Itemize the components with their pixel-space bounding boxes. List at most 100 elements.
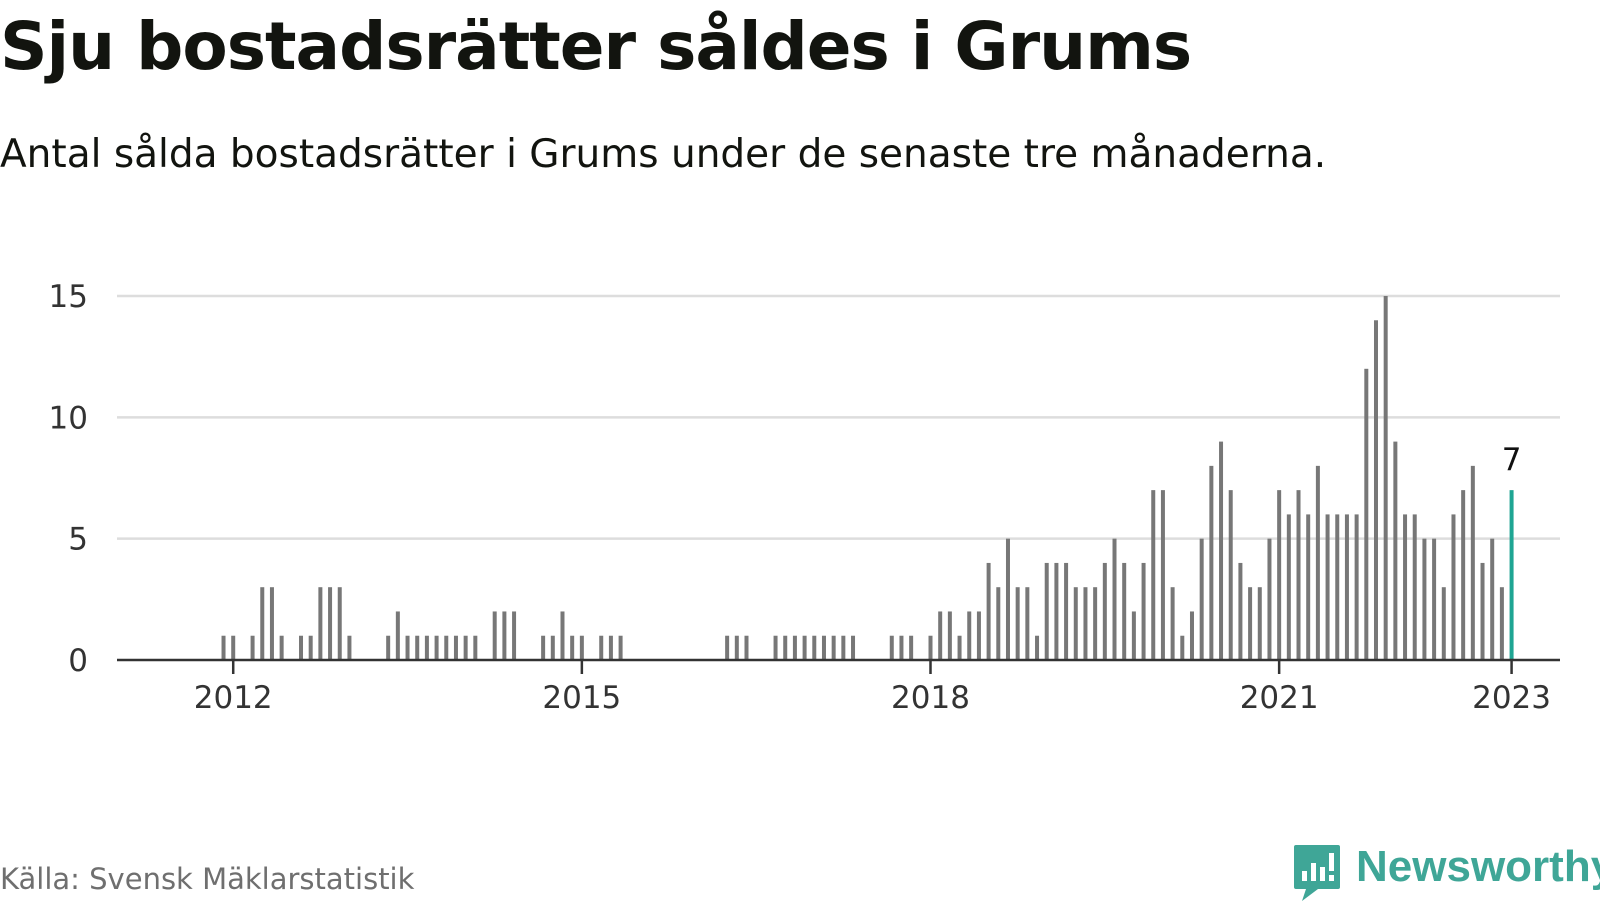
bar [1170, 587, 1175, 660]
bar [502, 611, 507, 660]
bar [1180, 635, 1185, 660]
y-tick-label: 5 [68, 522, 88, 558]
bar [512, 611, 517, 660]
bar [444, 635, 449, 660]
bar [395, 611, 400, 660]
bar [1238, 562, 1243, 660]
bar [1277, 490, 1282, 660]
y-tick-label: 15 [49, 279, 88, 315]
bar [1102, 562, 1107, 660]
bar [269, 587, 274, 660]
bar [492, 611, 497, 660]
bar [337, 587, 342, 660]
bar [1199, 538, 1204, 660]
bar [570, 635, 575, 660]
bar [1131, 611, 1136, 660]
bar [1364, 368, 1369, 660]
bar [608, 635, 613, 660]
bar [1286, 514, 1291, 660]
bar [405, 635, 410, 660]
bar [1228, 490, 1233, 660]
bar [1325, 514, 1330, 660]
bar [1035, 635, 1040, 660]
gridlines [117, 294, 1560, 540]
bar [1335, 514, 1340, 660]
bar [841, 635, 846, 660]
bar [783, 635, 788, 660]
highlight-value-label: 7 [1502, 442, 1522, 478]
bar [812, 635, 817, 660]
bar [1141, 562, 1146, 660]
bar [1160, 490, 1165, 660]
bar [1219, 441, 1224, 660]
bar [1480, 562, 1485, 660]
bar [1470, 465, 1475, 660]
bar [599, 635, 604, 660]
axis-labels: 0 5 10 15 2012 2015 2018 2021 2023 7 [49, 279, 1551, 716]
bar [386, 635, 391, 660]
bar [1373, 320, 1378, 660]
bar [347, 635, 352, 660]
bar [415, 635, 420, 660]
bar [1393, 441, 1398, 660]
bar [1054, 562, 1059, 660]
bar [1151, 490, 1156, 660]
bar [473, 635, 478, 660]
bar [1122, 562, 1127, 660]
bar [279, 635, 284, 660]
source-note: Källa: Svensk Mäklarstatistik [0, 862, 415, 896]
x-axis [117, 658, 1560, 674]
bar [1315, 465, 1320, 660]
bar [821, 635, 826, 660]
bar [1403, 514, 1408, 660]
bar [1209, 465, 1214, 660]
bar [1306, 514, 1311, 660]
bar [299, 635, 304, 660]
y-tick-label: 0 [68, 643, 88, 679]
bar [802, 635, 807, 660]
bar [1432, 538, 1437, 660]
bar [1248, 587, 1253, 660]
chart-title: Sju bostadsrätter såldes i Grums [0, 8, 1192, 85]
chart-subtitle: Antal sålda bostadsrätter i Grums under … [0, 132, 1327, 177]
x-tick-label: 2021 [1240, 680, 1319, 716]
x-tick-label: 2018 [891, 680, 970, 716]
bar [899, 635, 904, 660]
bar [424, 635, 429, 660]
x-tick-label: 2015 [542, 680, 621, 716]
bar [889, 635, 894, 660]
highlight-bar [1509, 490, 1514, 660]
bar [541, 635, 546, 660]
bar [957, 635, 962, 660]
bar [1267, 538, 1272, 660]
bar [831, 635, 836, 660]
bar [221, 635, 226, 660]
bar [1044, 562, 1049, 660]
bar [1005, 538, 1010, 660]
bar [1296, 490, 1301, 660]
newsworthy-logo-icon [1294, 845, 1340, 901]
bar [434, 635, 439, 660]
y-tick-label: 10 [49, 400, 88, 436]
bars [221, 296, 1514, 660]
bar [1257, 587, 1262, 660]
bar [453, 635, 458, 660]
brand-logo: Newsworthy [1292, 842, 1600, 903]
bar [996, 587, 1001, 660]
bar [1490, 538, 1495, 660]
bar [773, 635, 778, 660]
bar [1083, 587, 1088, 660]
bar [1422, 538, 1427, 660]
bar [734, 635, 739, 660]
bar [550, 635, 555, 660]
bar [1189, 611, 1194, 660]
bar [1112, 538, 1117, 660]
bar [260, 587, 265, 660]
bar [318, 587, 323, 660]
brand-name: Newsworthy [1356, 842, 1600, 891]
bar [928, 635, 933, 660]
bar [938, 611, 943, 660]
x-tick-label: 2023 [1472, 680, 1551, 716]
bar [947, 611, 952, 660]
